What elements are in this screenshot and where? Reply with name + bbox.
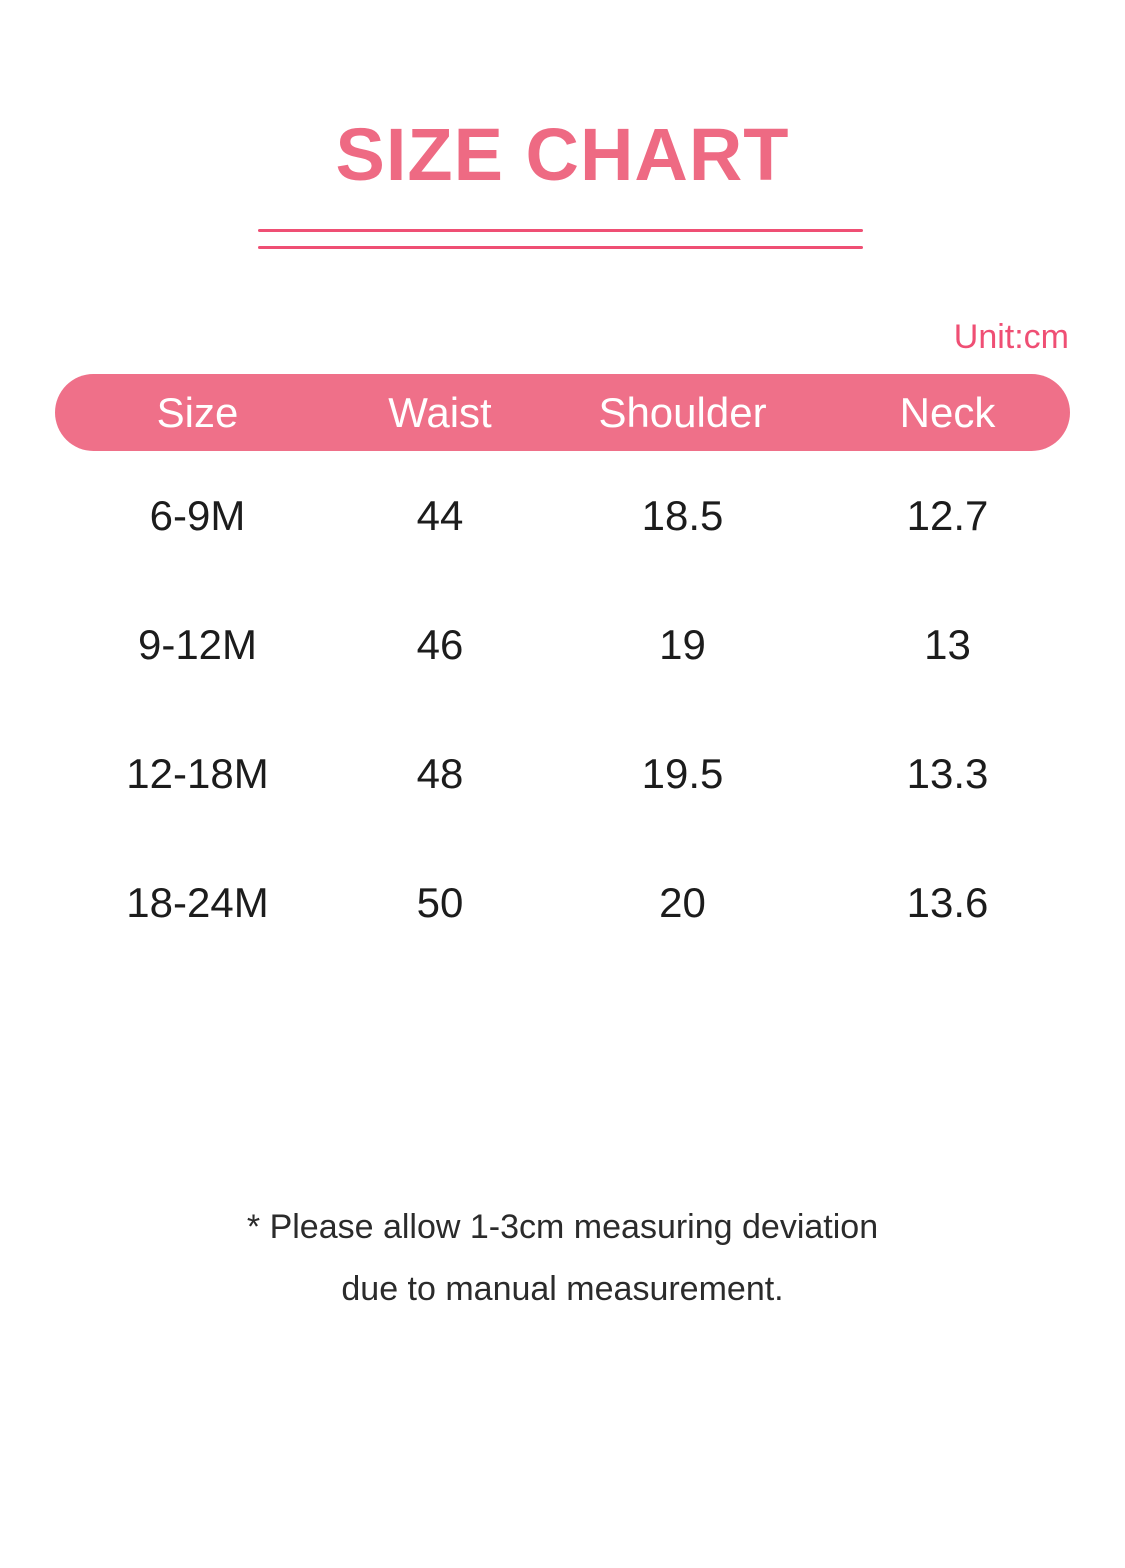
table-header-row: Size Waist Shoulder Neck — [55, 374, 1070, 451]
cell-shoulder: 20 — [659, 879, 706, 926]
cell-neck: 13 — [924, 621, 971, 668]
cell-waist: 48 — [416, 750, 464, 797]
table-row: 6-9M 44 18.5 12.7 — [55, 451, 1070, 580]
cell-shoulder: 19.5 — [641, 750, 724, 797]
cell-size: 18-24M — [126, 879, 269, 926]
table-row: 9-12M 46 19 13 — [55, 580, 1070, 709]
cell-size: 9-12M — [137, 621, 258, 668]
column-header-size: Size — [156, 389, 239, 436]
cell-size: 12-18M — [126, 750, 269, 797]
footnote-line-1: * Please allow 1-3cm measuring deviation — [246, 1208, 879, 1246]
divider-line-top — [258, 229, 863, 232]
cell-waist: 50 — [416, 879, 464, 926]
cell-waist: 46 — [416, 621, 464, 668]
cell-size: 6-9M — [149, 492, 246, 539]
cell-shoulder: 19 — [659, 621, 706, 668]
table-row: 18-24M 50 20 13.6 — [55, 838, 1070, 967]
cell-neck: 13.3 — [906, 750, 989, 797]
title-divider — [258, 229, 863, 251]
cell-shoulder: 18.5 — [641, 492, 724, 539]
column-header-neck: Neck — [899, 389, 996, 436]
cell-waist: 44 — [416, 492, 464, 539]
footnote-line-2: due to manual measurement. — [341, 1270, 784, 1308]
cell-neck: 13.6 — [906, 879, 989, 926]
footnote: * Please allow 1-3cm measuring deviation… — [0, 1196, 1125, 1320]
page-title: SIZE CHART — [335, 113, 790, 196]
divider-line-bottom — [258, 246, 863, 249]
column-header-shoulder: Shoulder — [598, 389, 767, 436]
cell-neck: 12.7 — [906, 492, 989, 539]
unit-label: Unit:cm — [953, 318, 1069, 356]
column-header-waist: Waist — [388, 389, 492, 436]
table-row: 12-18M 48 19.5 13.3 — [55, 709, 1070, 838]
size-chart-table: Size Waist Shoulder Neck 6-9M 44 18.5 12… — [55, 374, 1070, 967]
